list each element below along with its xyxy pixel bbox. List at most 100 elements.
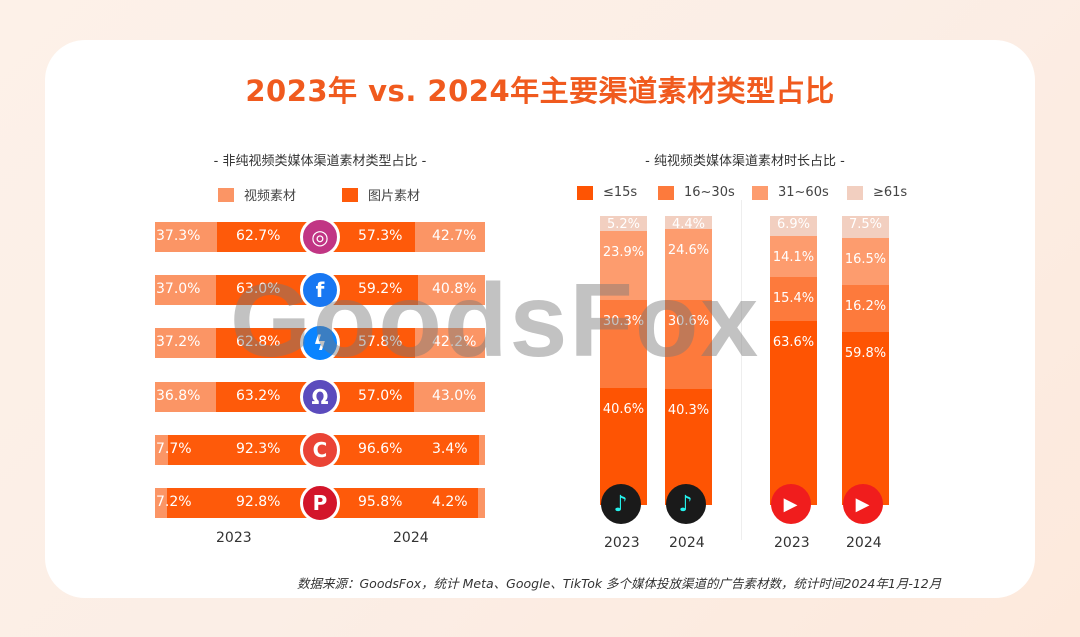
label-2023-image: 62.8% — [236, 334, 281, 351]
stack-label: 7.5% — [848, 217, 883, 232]
stack-segment-youtube-2024 — [842, 285, 889, 333]
label-2024-video: 42.7% — [432, 228, 477, 244]
bar-2024-video — [417, 275, 485, 306]
facebook-icon: f — [300, 270, 340, 311]
label-2024-video: 42.2% — [432, 334, 477, 351]
bar-2024-video — [415, 328, 485, 359]
bar-2023-video — [155, 275, 217, 306]
year-label: 2023 — [604, 535, 640, 551]
bar-2023-video — [155, 434, 168, 465]
stack-segment-youtube-2023 — [770, 321, 817, 505]
label-2023-video: 7.2% — [156, 494, 192, 510]
bar-2024-video — [414, 381, 485, 412]
label-2024-image: 57.3% — [358, 228, 403, 244]
stack-segment-youtube-2023 — [770, 276, 817, 322]
stack-segment-youtube-2023 — [770, 216, 817, 236]
label-2024-image: 59.2% — [358, 281, 403, 298]
stack-label: 30.3% — [602, 314, 645, 330]
label-2023-video: 37.2% — [156, 334, 201, 351]
right-legend-le15: ≤15s — [577, 185, 637, 200]
label-2024-video: 4.2% — [432, 494, 468, 510]
legend-label: ≤15s — [603, 185, 638, 200]
bar-2023-image — [167, 434, 320, 465]
label-2023-image: 62.7% — [236, 228, 281, 244]
label-2024-video: 43.0% — [432, 387, 477, 404]
stack-label: 5.2% — [606, 217, 641, 232]
label-2023-video: 37.0% — [156, 281, 201, 298]
stack-segment-tiktok-2024 — [665, 300, 712, 389]
google-icon: C — [300, 429, 340, 470]
bar-2023-video — [155, 328, 217, 359]
stack-segment-tiktok-2023 — [600, 300, 647, 388]
label-2024-video: 3.4% — [432, 440, 468, 457]
stack-segment-youtube-2024 — [842, 332, 889, 505]
stack-segment-youtube-2024 — [842, 237, 889, 286]
bar-2024-video — [478, 488, 485, 518]
label-2023-image: 63.0% — [236, 281, 281, 298]
legend-label: 图片素材 — [368, 189, 421, 204]
left-legend-video: 视频素材 — [218, 185, 296, 204]
watermark-logo: GoodsFox — [230, 263, 761, 379]
stack-label: 6.9% — [776, 217, 811, 232]
year-label: 2024 — [846, 535, 882, 551]
stack-segment-tiktok-2023 — [600, 231, 647, 301]
label-2024-image: 57.8% — [358, 334, 403, 351]
legend-label: 16~30s — [684, 185, 735, 200]
legend-swatch — [218, 187, 234, 202]
bar-2023-video — [155, 222, 217, 252]
right-legend-31-60: 31~60s — [752, 185, 829, 200]
bar-2024-image — [320, 434, 480, 465]
divider — [741, 200, 742, 540]
stack-segment-tiktok-2024 — [665, 229, 712, 301]
label-2024-image: 57.0% — [358, 387, 403, 404]
bar-2024-image — [320, 488, 479, 518]
stack-segment-youtube-2024 — [842, 216, 889, 238]
stack-label: 15.4% — [772, 290, 815, 306]
year-label: 2023 — [774, 535, 810, 551]
bar-2024-video — [479, 434, 485, 465]
instagram-icon: ◎ — [300, 217, 340, 257]
bar-2023-video — [155, 381, 216, 412]
stack-segment-youtube-2023 — [770, 235, 817, 277]
legend-swatch — [342, 187, 358, 202]
page-title: 2023年 vs. 2024年主要渠道素材类型占比 — [245, 74, 835, 108]
stack-label: 30.6% — [667, 314, 710, 330]
stack-label: 16.5% — [844, 251, 887, 267]
label-2024-image: 96.6% — [358, 440, 403, 457]
label-2023-image: 63.2% — [236, 387, 281, 404]
stack-label: 63.6% — [772, 335, 815, 351]
legend-swatch — [658, 185, 674, 200]
label-2023-video: 37.3% — [156, 228, 201, 244]
messenger-icon: ϟ — [300, 323, 340, 364]
legend-label: 视频素材 — [244, 189, 297, 204]
left-legend-image: 图片素材 — [342, 185, 420, 204]
right-legend-16-30: 16~30s — [658, 185, 735, 200]
label-2023-image: 92.8% — [236, 494, 281, 510]
stack-label: 14.1% — [772, 249, 815, 265]
year-label: 2023 — [216, 530, 252, 546]
stack-segment-tiktok-2023 — [600, 216, 647, 232]
label-2023-video: 7.7% — [156, 440, 192, 457]
bar-2024-video — [414, 222, 485, 252]
tiktok-icon: ♪ — [665, 484, 706, 524]
legend-swatch — [847, 185, 863, 200]
audience-network-icon: Ω — [300, 376, 340, 417]
legend-swatch — [577, 185, 593, 200]
stack-label: 40.3% — [667, 402, 710, 418]
tiktok-icon: ♪ — [600, 484, 641, 524]
left-chart-title: - 非纯视频类媒体渠道素材类型占比 - — [213, 154, 427, 169]
label-2023-video: 36.8% — [156, 387, 201, 404]
stack-label: 4.4% — [671, 217, 706, 233]
stack-label: 23.9% — [602, 245, 645, 261]
youtube-icon: ▶ — [842, 484, 883, 524]
youtube-icon: ▶ — [770, 484, 811, 524]
legend-label: 31~60s — [778, 185, 829, 200]
right-legend-ge61: ≥61s — [847, 185, 907, 200]
bar-2023-video — [155, 488, 167, 518]
label-2024-image: 95.8% — [358, 494, 403, 510]
legend-label: ≥61s — [873, 185, 908, 200]
year-label: 2024 — [669, 535, 705, 551]
stack-label: 40.6% — [602, 401, 645, 417]
stack-label: 24.6% — [667, 243, 710, 258]
right-chart-title: - 纯视频类媒体渠道素材时长占比 - — [645, 154, 845, 169]
